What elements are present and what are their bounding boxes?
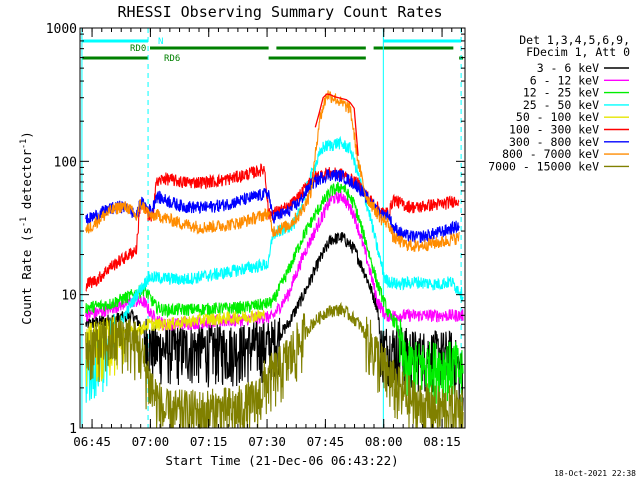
y-tick-label: 1 xyxy=(69,422,77,437)
legend-entry-label: 3 - 6 keV xyxy=(537,61,599,75)
legend-entry-label: 800 - 7000 keV xyxy=(502,147,599,161)
flag-label: N xyxy=(158,37,163,47)
x-tick-label: 07:45 xyxy=(307,434,345,449)
x-axis-label: Start Time (21-Dec-06 06:43:22) xyxy=(165,453,398,468)
x-tick-label: 07:15 xyxy=(190,434,228,449)
legend-entry-label: 50 - 100 keV xyxy=(516,110,599,124)
generated-timestamp: 18-Oct-2021 22:38 xyxy=(554,469,636,478)
flag-label: RD6 xyxy=(164,54,180,64)
chart-title: RHESSI Observing Summary Count Rates xyxy=(117,3,442,21)
legend-header-line: FDecim 1, Att 0 xyxy=(526,45,630,59)
series-line xyxy=(85,189,464,331)
y-axis-label-exponent: -1 xyxy=(19,217,29,227)
instrument-flags: N RD0 RD6 xyxy=(81,37,464,64)
plot-frame xyxy=(79,27,466,429)
legend-entry-label: 6 - 12 keV xyxy=(530,73,599,87)
y-tick-label: 100 xyxy=(54,155,77,170)
y-axis-label-part: ) xyxy=(19,131,34,139)
axes: 1 10 100 1000 06:45 07:00 07:15 07:30 07:45 08:00… xyxy=(46,22,466,449)
y-axis-label-exponent: -1 xyxy=(19,139,29,149)
y-axis-label: Count Rate (s-1 detector-1) xyxy=(19,131,34,325)
x-tick-label: 07:30 xyxy=(248,434,286,449)
series-line xyxy=(85,163,460,292)
x-tick-label: 06:45 xyxy=(73,434,111,449)
x-tick-label: 07:00 xyxy=(132,434,170,449)
legend-entry-label: 7000 - 15000 keV xyxy=(488,159,599,173)
legend-entry-label: 300 - 800 keV xyxy=(509,135,599,149)
series-line xyxy=(85,301,464,430)
x-tick-label: 08:00 xyxy=(365,434,403,449)
legend-entry-label: 12 - 25 keV xyxy=(523,86,599,100)
legend-header-line: Det 1,3,4,5,6,9, xyxy=(519,33,630,47)
y-axis-label-part: Count Rate (s xyxy=(19,227,34,325)
legend: Det 1,3,4,5,6,9, FDecim 1, Att 0 3 - 6 k… xyxy=(488,33,630,173)
series-lines xyxy=(85,90,464,430)
flag-label: RD0 xyxy=(130,44,146,54)
series-burst-line xyxy=(314,93,359,156)
y-axis-label-part: detector xyxy=(19,149,34,217)
legend-entry-label: 25 - 50 keV xyxy=(523,98,599,112)
series-line xyxy=(85,181,464,405)
x-tick-label: 08:15 xyxy=(423,434,461,449)
series-line xyxy=(85,90,460,252)
series-line xyxy=(85,169,460,243)
y-tick-label: 1000 xyxy=(46,22,77,37)
legend-entry-label: 100 - 300 keV xyxy=(509,123,599,137)
y-tick-label: 10 xyxy=(61,289,77,304)
